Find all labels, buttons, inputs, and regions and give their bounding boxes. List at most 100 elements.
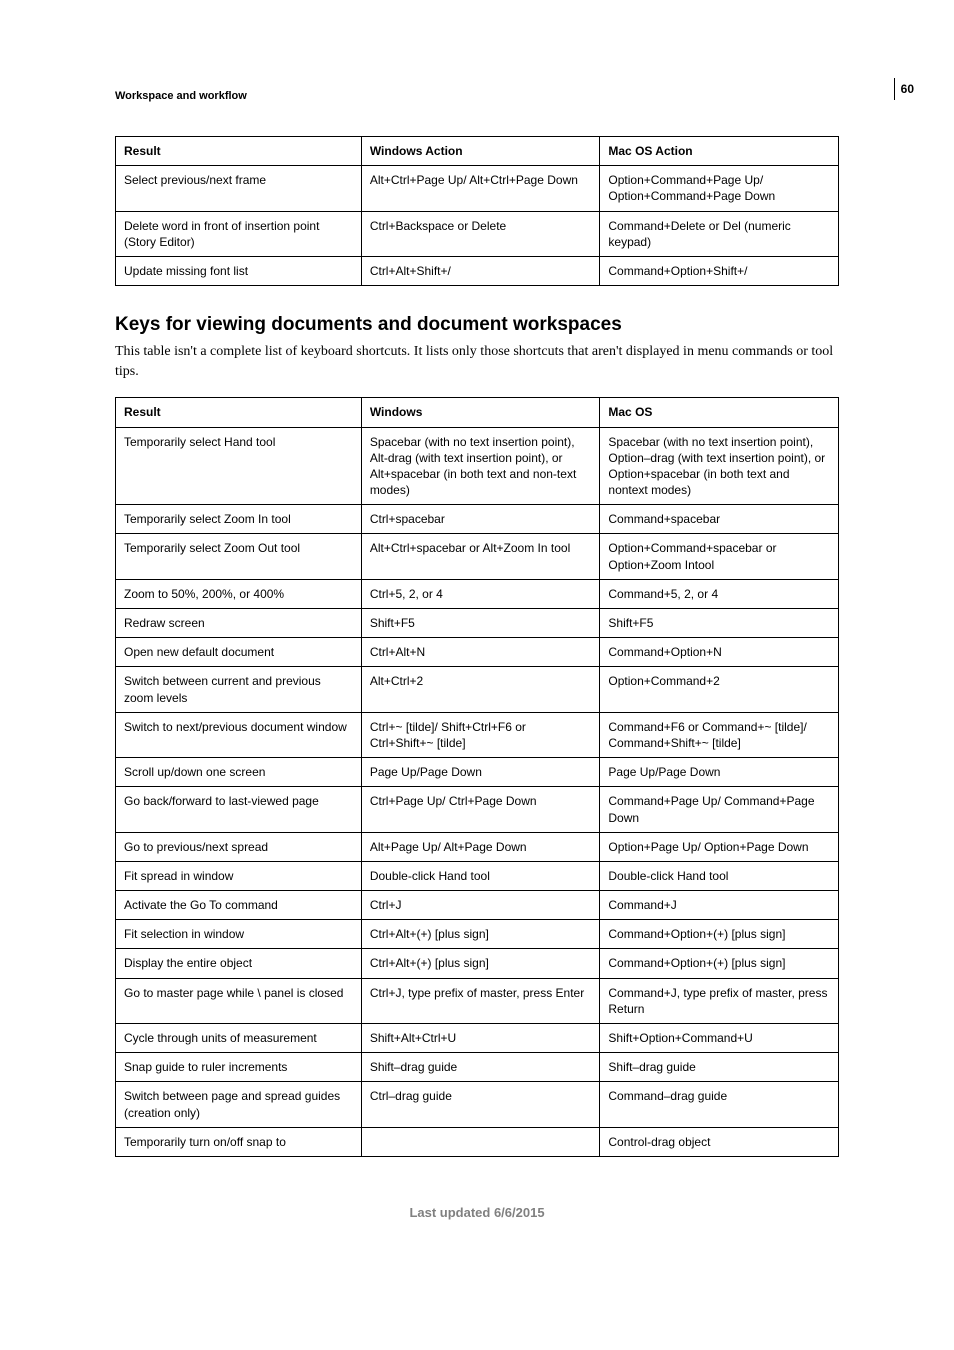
table-row: Temporarily select Zoom Out toolAlt+Ctrl… <box>116 534 839 579</box>
table-row: Zoom to 50%, 200%, or 400%Ctrl+5, 2, or … <box>116 579 839 608</box>
table-row: Cycle through units of measurementShift+… <box>116 1024 839 1053</box>
table-cell: Shift+F5 <box>600 609 839 638</box>
table-cell: Ctrl+J, type prefix of master, press Ent… <box>361 978 600 1023</box>
table-cell: Ctrl+Alt+N <box>361 638 600 667</box>
table-cell: Spacebar (with no text insertion point),… <box>361 427 600 505</box>
table-cell: Go to previous/next spread <box>116 832 362 861</box>
table-cell: Option+Command+Page Up/ Option+Command+P… <box>600 166 839 211</box>
col-header: Mac OS <box>600 398 839 427</box>
table-cell: Option+Command+2 <box>600 667 839 712</box>
table-cell: Delete word in front of insertion point … <box>116 211 362 256</box>
table-row: Select previous/next frameAlt+Ctrl+Page … <box>116 166 839 211</box>
table-row: Temporarily select Zoom In toolCtrl+spac… <box>116 505 839 534</box>
table-row: Fit selection in windowCtrl+Alt+(+) [plu… <box>116 920 839 949</box>
table-cell: Command+Option+(+) [plus sign] <box>600 920 839 949</box>
table-cell: Ctrl+Alt+(+) [plus sign] <box>361 949 600 978</box>
col-header: Windows <box>361 398 600 427</box>
table-cell: Update missing font list <box>116 256 362 285</box>
table-cell: Ctrl+spacebar <box>361 505 600 534</box>
table-cell: Ctrl+Page Up/ Ctrl+Page Down <box>361 787 600 832</box>
table-cell: Command+J <box>600 891 839 920</box>
table-row: Switch between page and spread guides (c… <box>116 1082 839 1127</box>
table-cell: Fit selection in window <box>116 920 362 949</box>
table-cell: Command+Option+(+) [plus sign] <box>600 949 839 978</box>
table-cell: Go back/forward to last-viewed page <box>116 787 362 832</box>
table-row: Switch between current and previous zoom… <box>116 667 839 712</box>
table-cell: Double-click Hand tool <box>600 861 839 890</box>
table-cell: Alt+Ctrl+Page Up/ Alt+Ctrl+Page Down <box>361 166 600 211</box>
table-row: Temporarily turn on/off snap to Control-d… <box>116 1127 839 1156</box>
table-cell: Display the entire object <box>116 949 362 978</box>
table-cell: Zoom to 50%, 200%, or 400% <box>116 579 362 608</box>
table2-body: Temporarily select Hand toolSpacebar (wi… <box>116 427 839 1156</box>
table-cell: Cycle through units of measurement <box>116 1024 362 1053</box>
table-row: Scroll up/down one screenPage Up/Page Do… <box>116 758 839 787</box>
table-cell: Control-drag object <box>600 1127 839 1156</box>
table-cell: Ctrl+5, 2, or 4 <box>361 579 600 608</box>
table-cell: Switch between current and previous zoom… <box>116 667 362 712</box>
table-cell: Ctrl–drag guide <box>361 1082 600 1127</box>
breadcrumb: Workspace and workflow <box>115 90 839 102</box>
table-cell: Command+5, 2, or 4 <box>600 579 839 608</box>
table1-body: Select previous/next frameAlt+Ctrl+Page … <box>116 166 839 286</box>
table-row: Snap guide to ruler incrementsShift–drag… <box>116 1053 839 1082</box>
table-cell: Shift–drag guide <box>600 1053 839 1082</box>
table-cell: Shift+Alt+Ctrl+U <box>361 1024 600 1053</box>
table-cell: Ctrl+~ [tilde]/ Shift+Ctrl+F6 or Ctrl+Sh… <box>361 712 600 757</box>
col-header: Windows Action <box>361 137 600 166</box>
table-cell: Alt+Ctrl+spacebar or Alt+Zoom In tool <box>361 534 600 579</box>
table-cell: Command+Delete or Del (numeric keypad) <box>600 211 839 256</box>
table-cell: Double-click Hand tool <box>361 861 600 890</box>
table-cell: Ctrl+Alt+(+) [plus sign] <box>361 920 600 949</box>
table-cell: Command+Page Up/ Command+Page Down <box>600 787 839 832</box>
table-cell: Ctrl+Backspace or Delete <box>361 211 600 256</box>
table-row: Delete word in front of insertion point … <box>116 211 839 256</box>
table-cell: Spacebar (with no text insertion point),… <box>600 427 839 505</box>
page: 60 Workspace and workflow Result Windows… <box>0 0 954 1260</box>
table-cell: Page Up/Page Down <box>600 758 839 787</box>
intro-paragraph: This table isn't a complete list of keyb… <box>115 342 839 381</box>
table-header-row: Result Windows Mac OS <box>116 398 839 427</box>
table-cell: Alt+Page Up/ Alt+Page Down <box>361 832 600 861</box>
table-cell: Temporarily turn on/off snap to <box>116 1127 362 1156</box>
table-cell: Switch between page and spread guides (c… <box>116 1082 362 1127</box>
page-number: 60 <box>894 78 914 100</box>
table-cell <box>361 1127 600 1156</box>
table-cell: Option+Command+spacebar or Option+Zoom I… <box>600 534 839 579</box>
footer-updated: Last updated 6/6/2015 <box>115 1205 839 1220</box>
table-row: Fit spread in windowDouble-click Hand to… <box>116 861 839 890</box>
table-cell: Command–drag guide <box>600 1082 839 1127</box>
table-cell: Command+Option+Shift+/ <box>600 256 839 285</box>
table-cell: Page Up/Page Down <box>361 758 600 787</box>
table-row: Open new default documentCtrl+Alt+NComma… <box>116 638 839 667</box>
table-cell: Fit spread in window <box>116 861 362 890</box>
table-cell: Go to master page while \ panel is close… <box>116 978 362 1023</box>
table-cell: Scroll up/down one screen <box>116 758 362 787</box>
table-cell: Temporarily select Hand tool <box>116 427 362 505</box>
table-row: Display the entire objectCtrl+Alt+(+) [p… <box>116 949 839 978</box>
col-header: Mac OS Action <box>600 137 839 166</box>
section-heading: Keys for viewing documents and document … <box>115 314 839 336</box>
table-cell: Ctrl+J <box>361 891 600 920</box>
table-header-row: Result Windows Action Mac OS Action <box>116 137 839 166</box>
table-row: Go to master page while \ panel is close… <box>116 978 839 1023</box>
table-cell: Command+F6 or Command+~ [tilde]/ Command… <box>600 712 839 757</box>
table-cell: Shift–drag guide <box>361 1053 600 1082</box>
shortcuts-table-2: Result Windows Mac OS Temporarily select… <box>115 397 839 1157</box>
table-cell: Open new default document <box>116 638 362 667</box>
table-row: Redraw screenShift+F5Shift+F5 <box>116 609 839 638</box>
table-row: Update missing font listCtrl+Alt+Shift+/… <box>116 256 839 285</box>
table-cell: Alt+Ctrl+2 <box>361 667 600 712</box>
col-header: Result <box>116 137 362 166</box>
table-row: Go back/forward to last-viewed pageCtrl+… <box>116 787 839 832</box>
table-cell: Ctrl+Alt+Shift+/ <box>361 256 600 285</box>
table-cell: Snap guide to ruler increments <box>116 1053 362 1082</box>
col-header: Result <box>116 398 362 427</box>
table-cell: Activate the Go To command <box>116 891 362 920</box>
table-row: Go to previous/next spreadAlt+Page Up/ A… <box>116 832 839 861</box>
table-cell: Shift+F5 <box>361 609 600 638</box>
table-row: Switch to next/previous document windowC… <box>116 712 839 757</box>
table-row: Temporarily select Hand toolSpacebar (wi… <box>116 427 839 505</box>
table-cell: Command+spacebar <box>600 505 839 534</box>
table-cell: Shift+Option+Command+U <box>600 1024 839 1053</box>
